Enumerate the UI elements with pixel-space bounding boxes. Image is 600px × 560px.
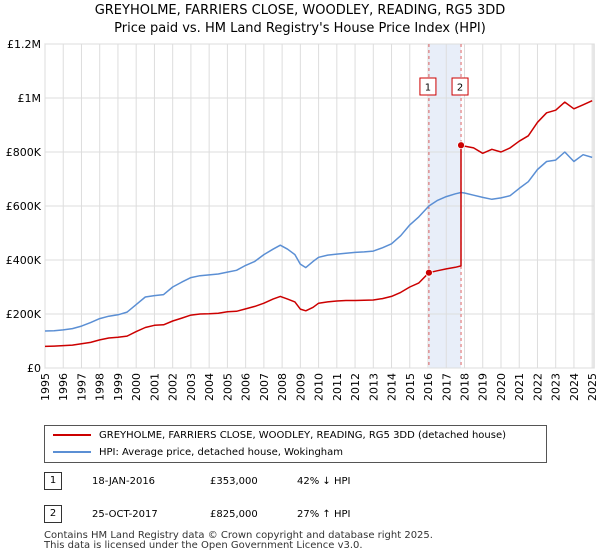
legend-label-hpi: HPI: Average price, detached house, Woki…	[99, 447, 343, 458]
y-tick-label: £1.2M	[7, 38, 41, 51]
legend-swatch-hpi	[53, 451, 91, 453]
x-tick-label: 2000	[130, 373, 143, 401]
legend-item-property: GREYHOLME, FARRIERS CLOSE, WOODLEY, READ…	[53, 428, 506, 444]
annotation-label: 2	[457, 83, 463, 94]
x-tick-label: 1998	[94, 373, 107, 401]
x-tick-label: 1997	[75, 373, 88, 401]
sale-point	[425, 268, 433, 277]
y-tick-label: £400K	[6, 254, 42, 267]
x-tick-label: 2025	[586, 373, 599, 401]
x-tick-label: 2005	[221, 373, 234, 401]
transaction-badge: 2	[44, 505, 62, 523]
sale-point	[457, 141, 465, 150]
chart-subtitle: Price paid vs. HM Land Registry's House …	[114, 21, 486, 36]
x-tick-label: 2024	[568, 373, 581, 401]
x-tick-label: 2012	[349, 373, 362, 401]
y-tick-label: £1M	[18, 92, 42, 105]
y-tick-label: £800K	[6, 146, 42, 159]
footer: Contains HM Land Registry data © Crown c…	[44, 531, 433, 551]
legend-swatch-property	[53, 434, 91, 436]
transaction-hpi-change: 42% ↓ HPI	[297, 476, 351, 487]
x-tick-label: 2023	[550, 373, 563, 401]
chart-title: GREYHOLME, FARRIERS CLOSE, WOODLEY, READ…	[0, 2, 600, 38]
series-line	[44, 151, 593, 332]
x-tick-label: 2014	[386, 373, 399, 401]
transaction-hpi-change: 27% ↑ HPI	[297, 509, 351, 520]
x-tick-label: 2006	[240, 373, 253, 401]
x-tick-label: 2022	[531, 373, 544, 401]
x-tick-label: 2004	[203, 373, 216, 401]
legend: GREYHOLME, FARRIERS CLOSE, WOODLEY, READ…	[44, 425, 547, 463]
footer-licence: This data is licensed under the Open Gov…	[44, 540, 363, 551]
legend-label-property: GREYHOLME, FARRIERS CLOSE, WOODLEY, READ…	[99, 430, 507, 441]
transaction-badge: 1	[44, 472, 62, 490]
x-tick-label: 2003	[185, 373, 198, 401]
chart-title-line1: GREYHOLME, FARRIERS CLOSE, WOODLEY, READ…	[94, 3, 506, 18]
x-tick-label: 1999	[112, 373, 125, 401]
x-tick-label: 2013	[367, 373, 380, 401]
x-tick-label: 2019	[477, 373, 490, 401]
y-tick-label: £200K	[6, 308, 42, 321]
x-tick-label: 2011	[331, 373, 344, 401]
footer-copyright: Contains HM Land Registry data © Crown c…	[44, 530, 433, 541]
line-chart: £0 £200K £400K £600K £800K £1M £1.2M 1995 1996 19…	[6, 38, 599, 401]
legend-item-hpi: HPI: Average price, detached house, Woki…	[53, 445, 343, 461]
x-tick-label: 2017	[440, 373, 453, 401]
series-line	[44, 100, 593, 348]
x-tick-label: 2001	[148, 373, 161, 401]
x-tick-label: 2021	[513, 373, 526, 401]
annotation-box	[419, 77, 437, 96]
transaction-date: 25-OCT-2017	[92, 509, 158, 520]
transaction-date: 18-JAN-2016	[92, 476, 156, 487]
x-tick-label: 2020	[495, 373, 508, 401]
annotation-label: 1	[425, 83, 431, 94]
x-tick-label: 2016	[422, 373, 435, 401]
x-tick-label: 1996	[57, 373, 70, 401]
x-tick-label: 2002	[167, 373, 180, 401]
transaction-price: £353,000	[210, 476, 258, 487]
x-tick-label: 2015	[404, 373, 417, 401]
x-tick-label: 1995	[39, 373, 52, 401]
y-tick-label: £0	[27, 362, 41, 375]
x-tick-label: 2008	[276, 373, 289, 401]
x-tick-label: 2009	[294, 373, 307, 401]
x-tick-label: 2010	[313, 373, 326, 401]
annotation-box	[451, 77, 469, 96]
transaction-price: £825,000	[210, 509, 258, 520]
y-tick-label: £600K	[6, 200, 42, 213]
x-tick-label: 2018	[459, 373, 472, 401]
x-tick-label: 2007	[258, 373, 271, 401]
